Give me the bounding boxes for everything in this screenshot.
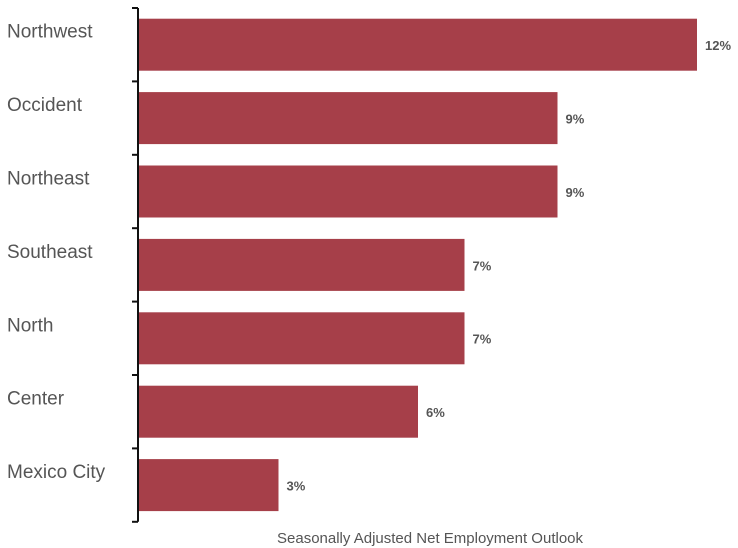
bars-layer xyxy=(139,18,697,512)
x-axis-title: Seasonally Adjusted Net Employment Outlo… xyxy=(277,530,583,547)
value-label: 3% xyxy=(287,479,306,494)
bar-southeast xyxy=(139,238,465,291)
bar-north xyxy=(139,312,465,365)
category-label: Northwest xyxy=(7,22,93,43)
axis-layer xyxy=(132,7,139,523)
bar-mexico-city xyxy=(139,459,279,512)
category-label: North xyxy=(7,315,53,336)
bar-occident xyxy=(139,92,558,145)
labels-layer: Northwest 12% Occident 9% Northeast 9% Southea… xyxy=(7,22,731,494)
category-label: Southeast xyxy=(7,242,93,263)
category-label: Occident xyxy=(7,95,83,116)
value-label: 12% xyxy=(705,38,731,53)
value-label: 6% xyxy=(426,405,445,420)
category-label: Mexico City xyxy=(7,462,106,483)
value-label: 7% xyxy=(473,258,492,273)
bar-northwest xyxy=(139,18,697,71)
value-label: 9% xyxy=(566,185,585,200)
value-label: 7% xyxy=(473,332,492,347)
bar-northeast xyxy=(139,165,558,218)
category-label: Center xyxy=(7,389,65,410)
bar-center xyxy=(139,385,418,438)
category-label: Northeast xyxy=(7,169,90,190)
value-label: 9% xyxy=(566,112,585,127)
